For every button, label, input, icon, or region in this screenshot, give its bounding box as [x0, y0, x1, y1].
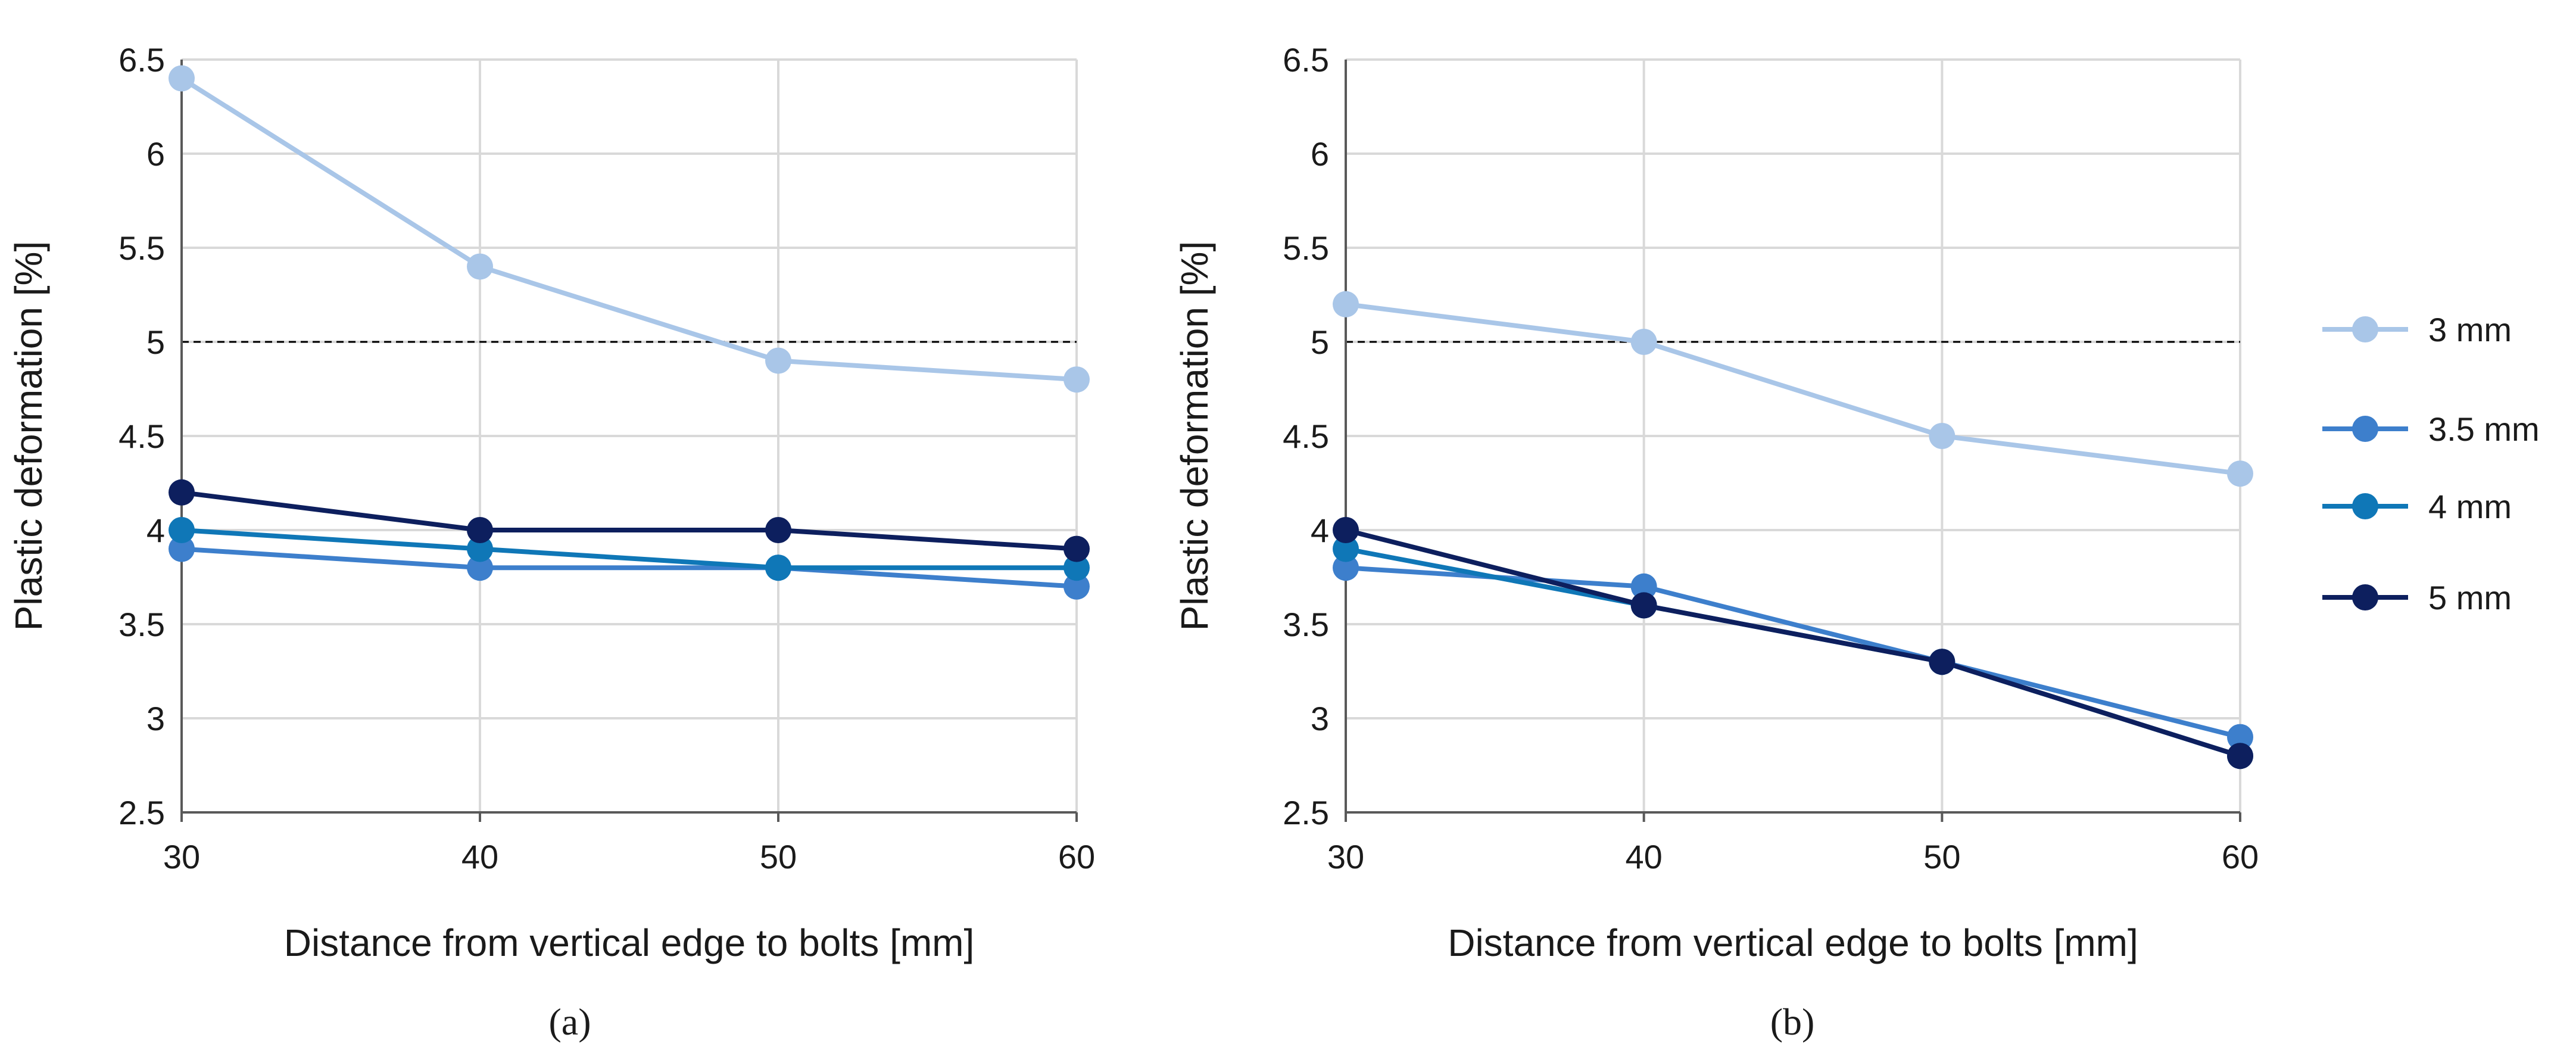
data-point [2227, 724, 2253, 750]
y-tick-label: 2.5 [1283, 794, 1329, 831]
panel-label: (b) [1770, 1001, 1815, 1043]
legend-marker [2352, 316, 2378, 342]
x-tick-label: 50 [760, 838, 797, 876]
y-tick-label: 5 [146, 323, 165, 361]
data-point [169, 535, 195, 562]
legend-label: 3 mm [2428, 311, 2512, 348]
x-tick-label: 30 [1327, 838, 1364, 876]
x-tick-label: 40 [1626, 838, 1663, 876]
data-point [467, 554, 493, 581]
y-tick-label: 3 [1311, 700, 1329, 737]
data-point [1630, 573, 1657, 600]
y-tick-label: 5 [1311, 323, 1329, 361]
legend-marker [2352, 584, 2378, 610]
x-tick-label: 30 [163, 838, 200, 876]
legend-label: 4 mm [2428, 488, 2512, 525]
data-point [2227, 743, 2253, 770]
y-tick-label: 6.5 [118, 41, 165, 79]
data-point [1064, 366, 1090, 393]
data-point [467, 517, 493, 543]
y-tick-label: 4.5 [118, 418, 165, 455]
y-tick-label: 5.5 [1283, 229, 1329, 267]
data-point [765, 517, 791, 543]
x-axis-title: Distance from vertical edge to bolts [mm… [284, 921, 975, 964]
legend-marker [2352, 493, 2378, 519]
y-tick-label: 6.5 [1283, 41, 1329, 79]
series-line-3-mm [180, 76, 1077, 382]
legend-marker [2352, 416, 2378, 442]
x-tick-label: 60 [2222, 838, 2259, 876]
data-point [169, 65, 195, 92]
series-line-3-5-mm [181, 546, 1077, 589]
data-point [1333, 291, 1359, 317]
legend-label: 5 mm [2428, 579, 2512, 616]
series-line-5-mm [1345, 528, 2241, 759]
y-tick-label: 3.5 [1283, 606, 1329, 643]
data-point [1333, 554, 1359, 581]
data-point [1064, 535, 1090, 562]
data-point [1630, 329, 1657, 355]
x-tick-label: 40 [461, 838, 498, 876]
series-line-5-mm [181, 490, 1077, 552]
series-line-4-mm [181, 528, 1077, 571]
series-line-3-mm [1345, 301, 2241, 476]
y-axis-title: Plastic deformation [%] [7, 241, 50, 631]
y-tick-label: 4 [1311, 512, 1329, 549]
data-point [1333, 535, 1359, 562]
y-tick-label: 3.5 [118, 606, 165, 643]
data-point [169, 479, 195, 506]
legend-label: 3.5 mm [2428, 410, 2540, 448]
data-point [1630, 592, 1657, 619]
y-tick-label: 5.5 [118, 229, 165, 267]
panel-label: (a) [548, 1001, 591, 1043]
y-tick-label: 3 [146, 700, 165, 737]
y-tick-label: 6 [146, 135, 165, 173]
data-point [765, 554, 791, 581]
data-point [1064, 573, 1090, 600]
legend: 3 mm 3.5 mm 4 mm 5 mm [2322, 311, 2540, 616]
data-point [1929, 423, 1956, 449]
y-axis-title: Plastic deformation [%] [1173, 241, 1216, 631]
y-tick-label: 4.5 [1283, 418, 1329, 455]
data-point [467, 535, 493, 562]
chart-panel-b: 2.5 3 3.5 4 4.5 5 5.5 6 6.5 30 40 50 60 Plastic defor… [1173, 41, 2259, 1043]
chart-panel-a: 2.5 3 3.5 4 4.5 5 5.5 6 6.5 30 40 50 60 Plastic defor… [7, 41, 1095, 1043]
x-tick-label: 50 [1923, 838, 1960, 876]
data-point [467, 253, 493, 280]
data-point [1333, 517, 1359, 543]
y-tick-label: 2.5 [118, 794, 165, 831]
data-point [765, 347, 791, 374]
data-point [1064, 554, 1090, 581]
series-line-4-mm [1345, 546, 2241, 759]
x-axis-title: Distance from vertical edge to bolts [mm… [1448, 921, 2138, 964]
y-tick-label: 6 [1311, 135, 1329, 173]
y-tick-label: 4 [146, 512, 165, 549]
data-point [1929, 649, 1956, 675]
data-point [169, 517, 195, 543]
data-point [2227, 460, 2253, 487]
x-tick-label: 60 [1058, 838, 1095, 876]
